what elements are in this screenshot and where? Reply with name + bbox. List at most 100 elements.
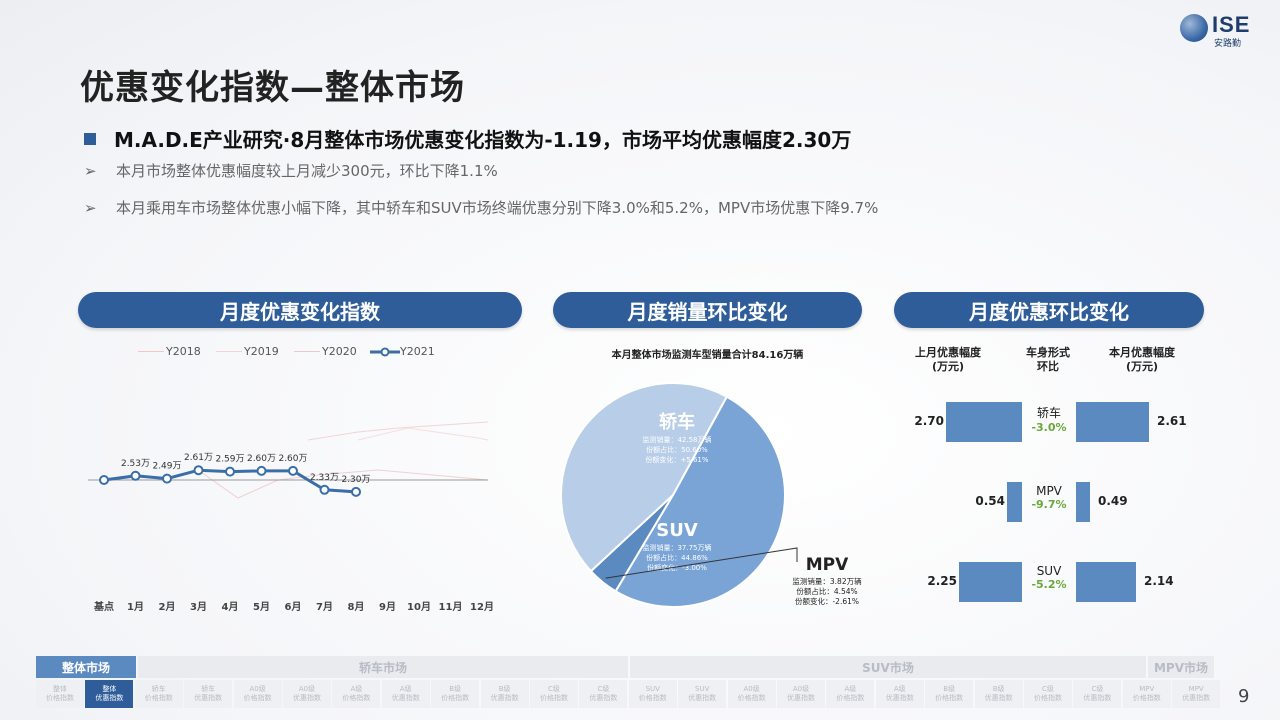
value-last-month: 2.70 bbox=[914, 414, 944, 428]
nav-sub-tab[interactable]: B级 价格指数 bbox=[925, 680, 974, 708]
section-header-index: 月度优惠变化指数 bbox=[78, 292, 522, 328]
x-tick-label: 9月 bbox=[379, 601, 396, 613]
slice-detail-label: 份额占比：4.54% bbox=[796, 586, 857, 596]
x-tick-label: 2月 bbox=[159, 601, 176, 613]
bullet-item: ➢ 本月市场整体优惠幅度较上月减少300元，环比下降1.1% bbox=[84, 160, 498, 181]
data-label: 2.30万 bbox=[341, 475, 370, 485]
headline-text: M.A.D.E产业研究·8月整体市场优惠变化指数为-1.19，市场平均优惠幅度2… bbox=[114, 128, 852, 152]
arrow-bullet-icon: ➢ bbox=[84, 199, 97, 217]
nav-sub-tab[interactable]: 轿车 价格指数 bbox=[134, 680, 183, 708]
slice-detail-label: 监测销量：42.58万辆 bbox=[642, 435, 711, 444]
value-this-month: 2.61 bbox=[1157, 414, 1187, 428]
section-header-discount: 月度优惠环比变化 bbox=[894, 292, 1204, 328]
logo-subtitle: 安路勤 bbox=[1214, 39, 1242, 49]
nav-sub-tab[interactable]: A0级 优惠指数 bbox=[777, 680, 825, 708]
change-pct: -9.7% bbox=[1031, 498, 1067, 511]
category-name: 轿车 bbox=[1036, 406, 1061, 420]
nav-sub-tab[interactable]: SUV 价格指数 bbox=[628, 680, 677, 708]
nav-sub-tab[interactable]: A0级 价格指数 bbox=[233, 680, 282, 708]
nav-sub-tab[interactable]: A级 优惠指数 bbox=[381, 680, 430, 708]
nav-sub-tab[interactable]: C级 优惠指数 bbox=[579, 680, 628, 708]
nav-sub-tab[interactable]: C级 优惠指数 bbox=[1073, 680, 1122, 708]
nav-sub-tab[interactable]: A0级 优惠指数 bbox=[283, 680, 331, 708]
data-label: 2.61万 bbox=[184, 453, 213, 463]
bullet-text: 本月乘用车市场整体优惠小幅下降，其中轿车和SUV市场终端优惠分别下降3.0%和5… bbox=[116, 199, 879, 217]
bar-this-month bbox=[1076, 402, 1149, 442]
logo-globe-icon bbox=[1180, 14, 1208, 42]
bar-last-month bbox=[946, 402, 1022, 442]
nav-sub-tab[interactable]: SUV 优惠指数 bbox=[678, 680, 727, 708]
nav-sub-tab[interactable]: MPV 价格指数 bbox=[1122, 680, 1171, 708]
nav-sub-tab[interactable]: A0级 价格指数 bbox=[727, 680, 776, 708]
data-point bbox=[225, 466, 235, 477]
nav-sub-tab[interactable]: A级 价格指数 bbox=[826, 680, 875, 708]
nav-sub-tab[interactable]: MPV 优惠指数 bbox=[1172, 680, 1221, 708]
nav-sub-tab[interactable]: A级 优惠指数 bbox=[875, 680, 924, 708]
nav-group-tab[interactable]: 轿车市场 bbox=[138, 656, 628, 678]
nav-sub-tab[interactable]: 整体 价格指数 bbox=[36, 680, 84, 708]
nav-sub-tab[interactable]: C级 价格指数 bbox=[530, 680, 578, 708]
data-point bbox=[193, 465, 204, 476]
data-point bbox=[130, 470, 141, 481]
background-year-lines bbox=[197, 421, 489, 499]
data-label: 2.49万 bbox=[152, 462, 181, 472]
nav-sub-tab[interactable]: B级 价格指数 bbox=[431, 680, 480, 708]
body-type-label: 轿车 -3.0% bbox=[1019, 404, 1079, 434]
legend-label: Y2019 bbox=[244, 345, 279, 358]
nav-group-tab[interactable]: 整体市场 bbox=[36, 656, 136, 678]
x-tick-label: 5月 bbox=[253, 601, 270, 613]
legend-label: Y2020 bbox=[322, 345, 357, 358]
bullet-text: 本月市场整体优惠幅度较上月减少300元，环比下降1.1% bbox=[116, 162, 498, 180]
y2018-line bbox=[197, 469, 489, 499]
data-label: 2.60万 bbox=[247, 454, 276, 464]
data-point bbox=[162, 473, 172, 484]
slice-detail-label: 监测销量：3.82万辆 bbox=[792, 576, 862, 586]
value-last-month: 2.25 bbox=[927, 574, 957, 588]
header-body-type: 车身形式 环比 bbox=[1026, 346, 1070, 373]
nav-sub-tab[interactable]: C级 价格指数 bbox=[1024, 680, 1072, 708]
mpv-leader-line bbox=[605, 547, 798, 579]
category-name: SUV bbox=[1036, 564, 1062, 578]
pie-slice-sedan bbox=[614, 395, 786, 608]
data-point bbox=[351, 486, 361, 497]
y2019-line bbox=[357, 427, 489, 441]
logo-brand: ISE bbox=[1212, 12, 1251, 37]
x-tick-label: 6月 bbox=[285, 601, 302, 613]
nav-group-tab[interactable]: SUV市场 bbox=[630, 656, 1146, 678]
change-pct: -5.2% bbox=[1031, 578, 1067, 591]
nav-sub-tab[interactable]: A级 价格指数 bbox=[332, 680, 381, 708]
legend-item: Y2021 bbox=[370, 345, 435, 358]
data-point bbox=[256, 465, 267, 476]
nav-sub-tab[interactable]: 整体 优惠指数 bbox=[85, 680, 134, 708]
nav-sub-tab[interactable]: B级 优惠指数 bbox=[974, 680, 1023, 708]
slice-detail-label: 份额变化：-3.00% bbox=[647, 563, 707, 572]
discount-bar-chart: 2.70 2.61 轿车 -3.0% 0.54 0.49 MPV -9.7% 2.25 2.14 S… bbox=[894, 380, 1204, 620]
nav-sub-tab[interactable]: B级 优惠指数 bbox=[480, 680, 529, 708]
x-tick-label: 10月 bbox=[407, 601, 431, 613]
bar-this-month bbox=[1076, 482, 1090, 522]
legend-swatch bbox=[370, 347, 400, 356]
legend-swatch bbox=[216, 351, 242, 352]
nav-group-tab[interactable]: MPV市场 bbox=[1148, 656, 1214, 678]
nav-sub-tab[interactable]: 轿车 优惠指数 bbox=[184, 680, 233, 708]
legend-item: Y2018 bbox=[138, 345, 201, 358]
slice-name-label: 轿车 bbox=[659, 411, 695, 433]
legend-swatch bbox=[138, 351, 164, 352]
bar-last-month bbox=[959, 562, 1022, 602]
change-pct: -3.0% bbox=[1031, 421, 1067, 434]
x-tick-labels: 基点 1月 2月 3月 4月 5月 6月 7月 8月 9月 10月 11月 12月 bbox=[93, 600, 494, 613]
value-this-month: 2.14 bbox=[1144, 574, 1174, 588]
slice-detail-label: 份额占比：50.60% bbox=[646, 445, 708, 454]
legend-label: Y2018 bbox=[166, 345, 201, 358]
x-tick-label: 4月 bbox=[222, 601, 239, 613]
page-title: 优惠变化指数—整体市场 bbox=[80, 68, 465, 108]
header-this-month: 本月优惠幅度 (万元) bbox=[1109, 346, 1175, 373]
bar-last-month bbox=[1007, 482, 1022, 522]
slice-detail-label: 份额变化：-2.61% bbox=[795, 596, 859, 606]
slice-detail-label: 份额占比：44.86% bbox=[646, 553, 708, 562]
data-label: 2.33万 bbox=[310, 473, 339, 483]
header-last-month: 上月优惠幅度 (万元) bbox=[915, 346, 981, 373]
